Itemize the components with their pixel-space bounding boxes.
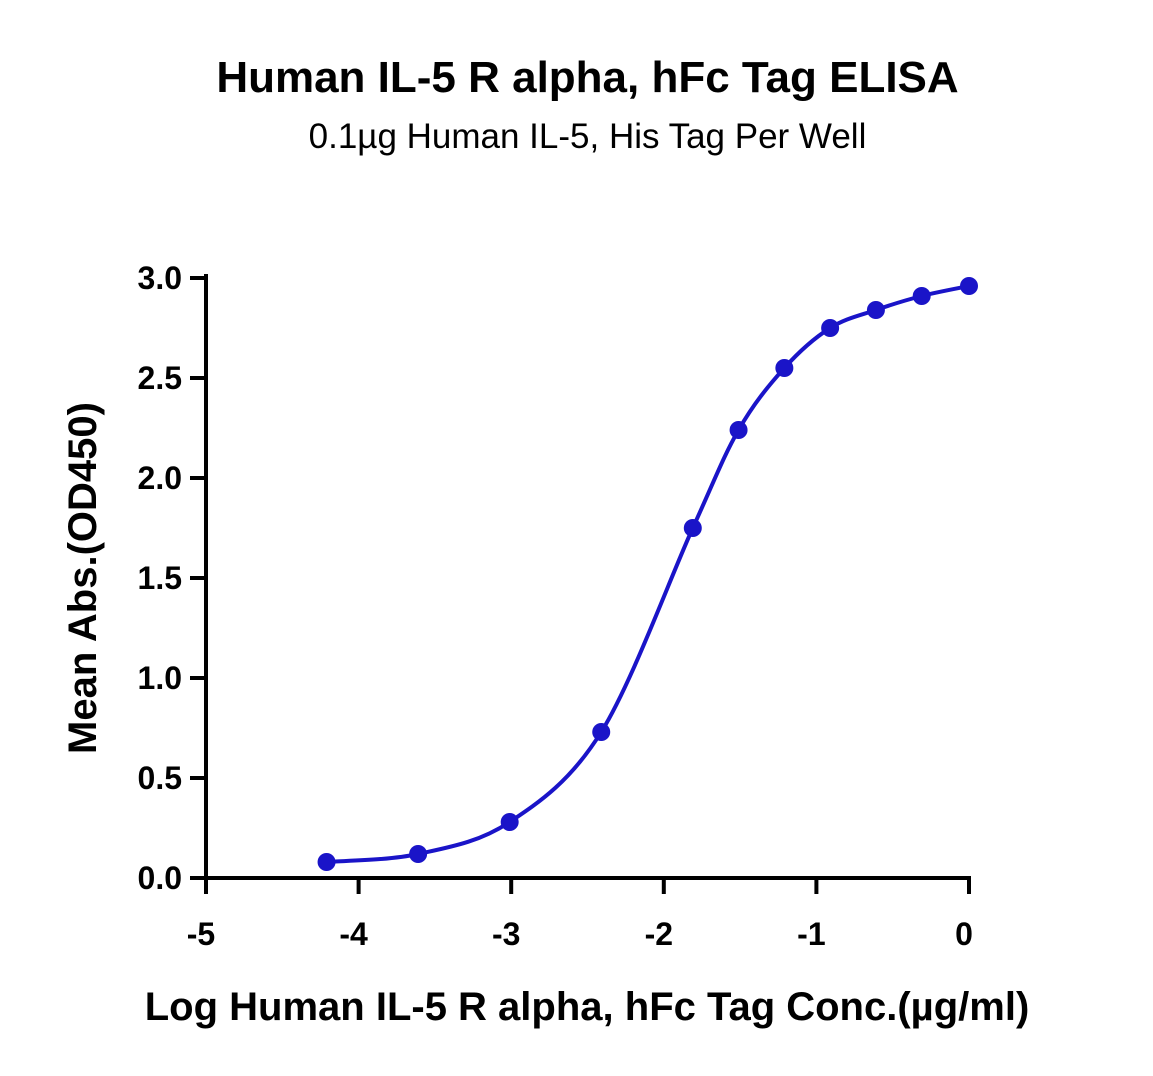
data-point bbox=[912, 287, 931, 305]
x-tick-label: -1 bbox=[797, 916, 825, 952]
data-points-layer bbox=[317, 277, 978, 871]
data-point bbox=[866, 301, 885, 319]
y-tick-label: 2.0 bbox=[138, 460, 182, 496]
data-point bbox=[775, 359, 794, 377]
data-point bbox=[409, 845, 428, 863]
data-point bbox=[592, 723, 611, 741]
y-tick-label: 1.0 bbox=[138, 660, 182, 696]
fit-curve bbox=[326, 284, 970, 864]
y-tick-label: 0.5 bbox=[138, 760, 182, 796]
chart-title: Human IL-5 R alpha, hFc Tag ELISA bbox=[216, 53, 959, 102]
x-tick-label: 0 bbox=[955, 916, 973, 952]
y-tick-label: 2.5 bbox=[138, 360, 182, 396]
x-tick-label: -4 bbox=[339, 916, 368, 952]
x-tick-label: -2 bbox=[645, 916, 673, 952]
fit-curve-layer bbox=[326, 284, 970, 864]
y-axis-title: Mean Abs.(OD450) bbox=[61, 402, 105, 754]
axes: 0.0 0.5 1.0 1.5 2.0 2.5 3.0 -5 -4 -3 -2 -1 0 bbox=[138, 260, 973, 952]
data-point bbox=[729, 421, 748, 439]
data-point bbox=[317, 853, 336, 871]
data-point bbox=[821, 319, 840, 337]
data-point bbox=[500, 813, 519, 831]
chart-subtitle: 0.1µg Human IL-5, His Tag Per Well bbox=[308, 117, 867, 156]
y-tick-label: 1.5 bbox=[138, 560, 182, 596]
x-tick-label: -5 bbox=[187, 916, 215, 952]
data-point bbox=[960, 277, 978, 295]
data-point bbox=[683, 519, 702, 537]
y-tick-label: 0.0 bbox=[138, 860, 182, 896]
y-tick-label: 3.0 bbox=[138, 260, 182, 296]
x-axis-title: Log Human IL-5 R alpha, hFc Tag Conc.(µg… bbox=[145, 985, 1030, 1029]
x-tick-label: -3 bbox=[492, 916, 520, 952]
